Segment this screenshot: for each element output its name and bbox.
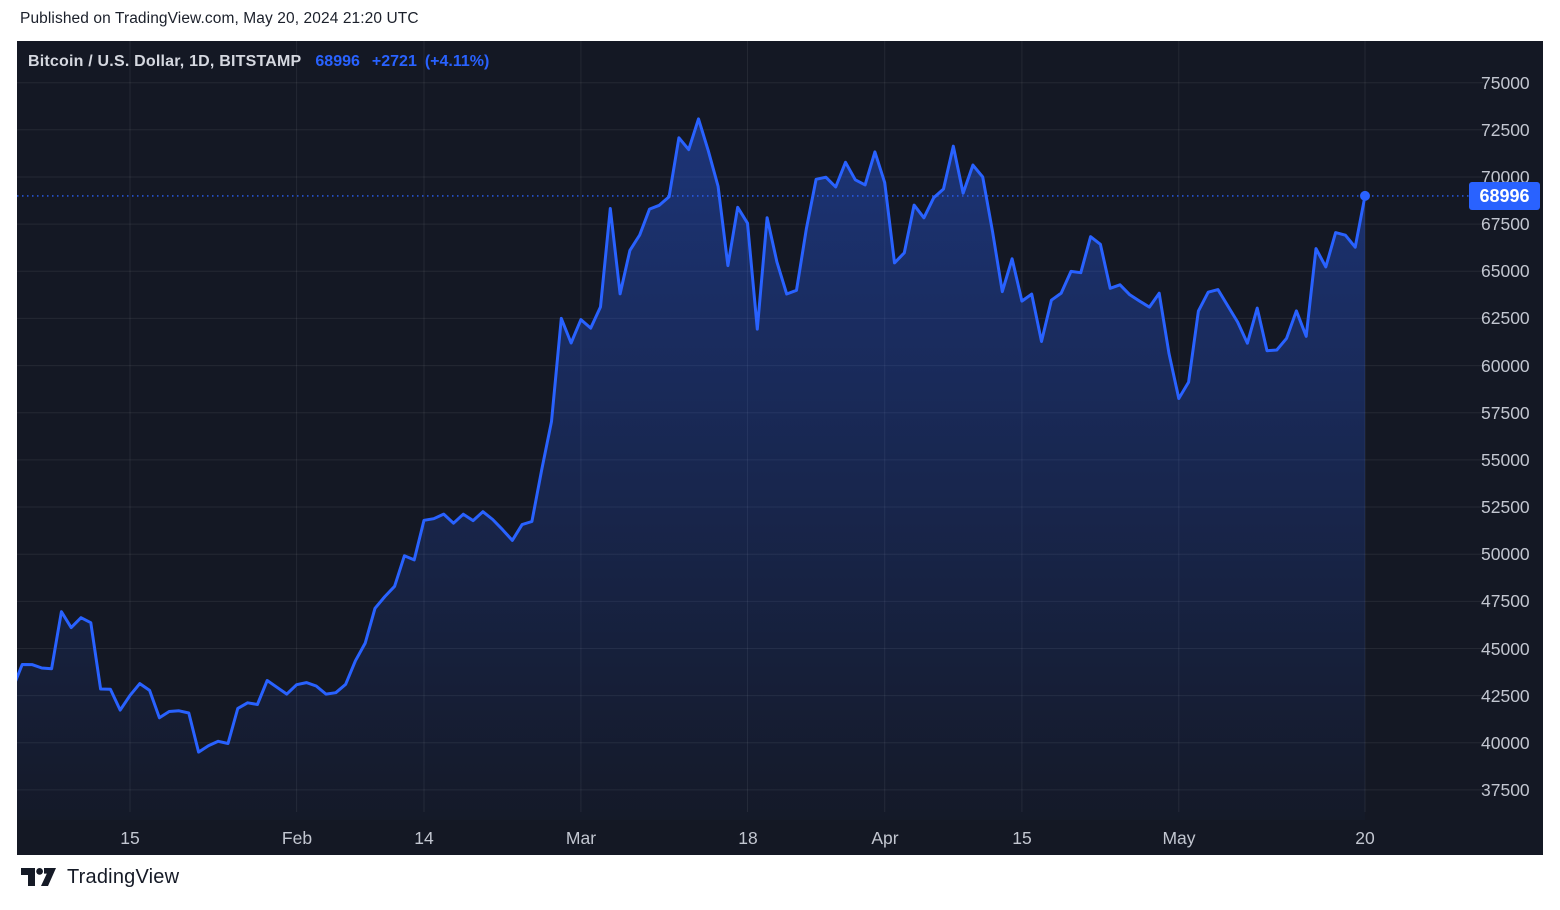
price-tick-label: 37500: [1481, 780, 1530, 800]
price-tick-label: 72500: [1481, 120, 1530, 140]
price-tick-label: 57500: [1481, 403, 1530, 423]
time-tick-label: Apr: [871, 828, 899, 848]
chart-plot-area[interactable]: [17, 41, 1483, 820]
time-tick-label: 20: [1355, 828, 1375, 848]
time-tick-label: 18: [738, 828, 758, 848]
price-tick-label: 52500: [1481, 497, 1530, 517]
time-tick-label: May: [1162, 828, 1196, 848]
current-price-badge: 68996: [1469, 182, 1540, 210]
price-tick-label: 55000: [1481, 450, 1530, 470]
price-tick-label: 40000: [1481, 733, 1530, 753]
price-tick-label: 47500: [1481, 591, 1530, 611]
price-tick-label: 65000: [1481, 261, 1530, 281]
time-tick-label: Mar: [565, 828, 597, 848]
time-tick-label: Feb: [281, 828, 313, 848]
footer-brand-text[interactable]: TradingView: [67, 866, 180, 888]
footer: TradingView: [20, 866, 179, 889]
price-change-percent: (+4.11%): [424, 53, 490, 70]
time-tick-label: 15: [1012, 828, 1032, 848]
chart-legend: Bitcoin / U.S. Dollar, 1D, BITSTAMP 6899…: [28, 53, 489, 71]
price-change: +2721: [371, 53, 417, 70]
time-tick-label: 15: [120, 828, 140, 848]
time-tick-label: 14: [414, 828, 434, 848]
price-chart[interactable]: Bitcoin / U.S. Dollar, 1D, BITSTAMP 6899…: [17, 41, 1543, 855]
price-tick-label: 75000: [1481, 73, 1530, 93]
price-tick-label: 50000: [1481, 544, 1530, 564]
price-tick-label: 67500: [1481, 214, 1530, 234]
price-tick-label: 60000: [1481, 356, 1530, 376]
price-tick-label: 62500: [1481, 308, 1530, 328]
price-tick-label: 42500: [1481, 686, 1530, 706]
last-price: 68996: [315, 53, 360, 70]
time-axis[interactable]: 15 Feb 14 Mar 18 Apr 15 May 20: [17, 820, 1467, 855]
price-axis[interactable]: 68996 75000 72500 70000 67500 65000 62500 6000…: [1467, 41, 1543, 820]
published-line: Published on TradingView.com, May 20, 20…: [20, 10, 419, 27]
tradingview-logo-icon[interactable]: [20, 866, 57, 889]
symbol-title: Bitcoin / U.S. Dollar, 1D, BITSTAMP: [28, 53, 302, 70]
price-tick-label: 45000: [1481, 639, 1530, 659]
